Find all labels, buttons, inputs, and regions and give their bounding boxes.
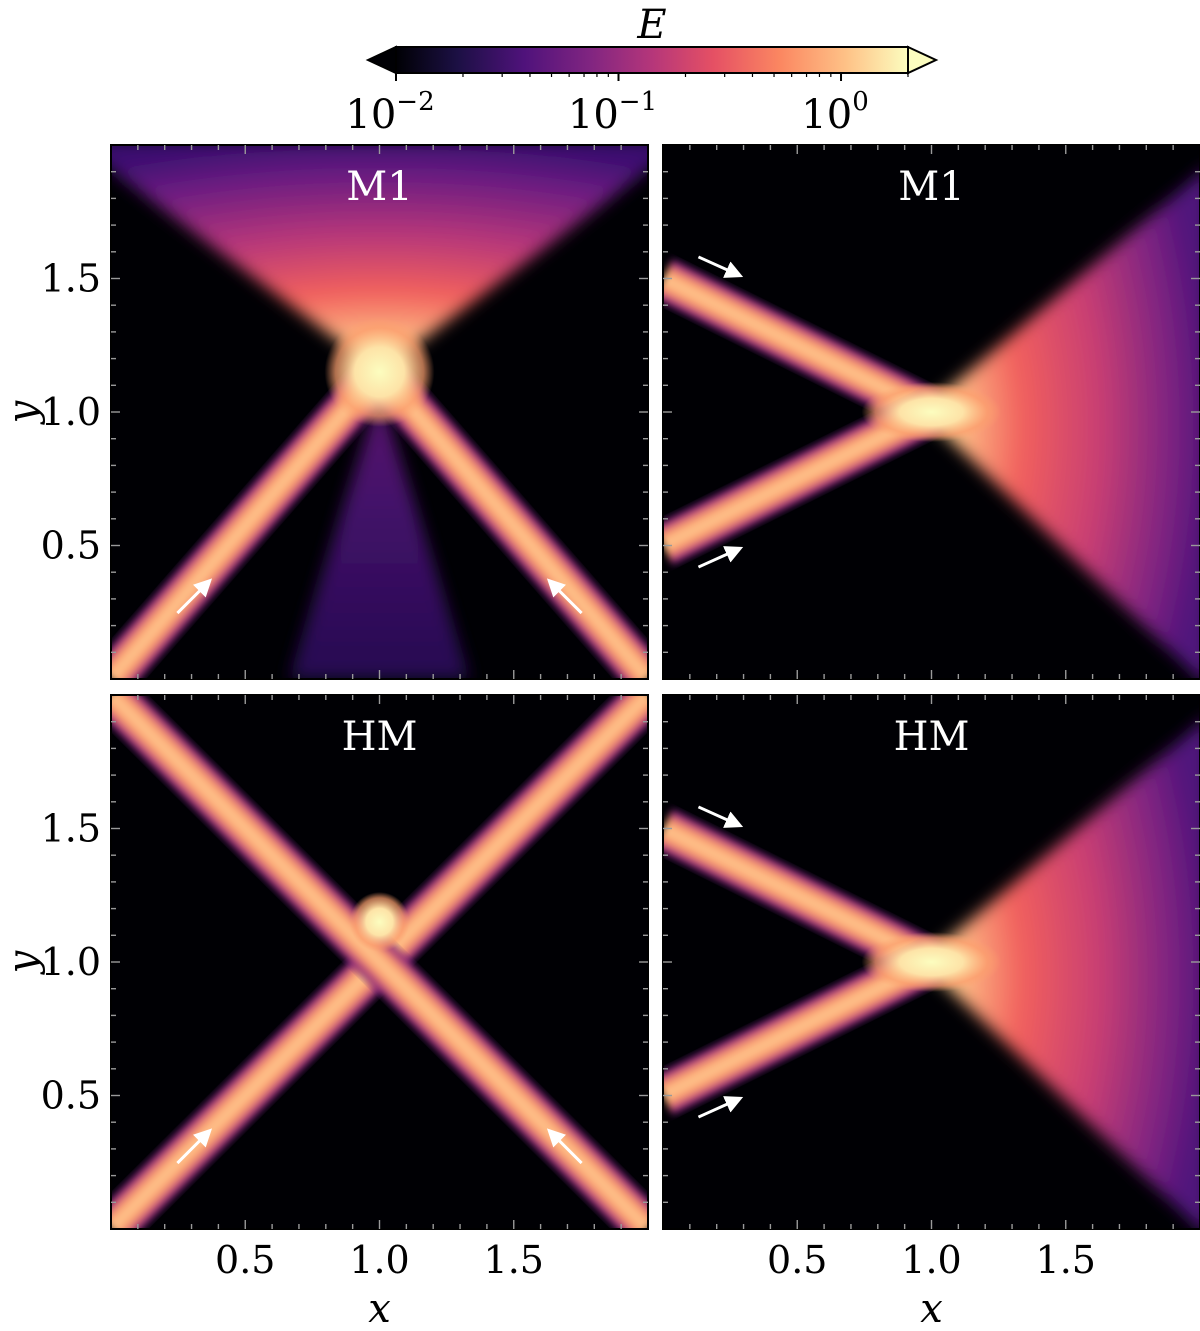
x-tick-label: 1.0	[349, 1238, 409, 1282]
panel-label: HM	[342, 714, 418, 760]
outflow-fan	[111, 145, 648, 372]
panel-3: HM	[662, 694, 1200, 1230]
panel-label: M1	[898, 164, 964, 210]
outflow-plume	[289, 391, 470, 679]
panels: M1 M1 HM HM	[110, 144, 1200, 1230]
x-tick-label: 0.5	[767, 1238, 827, 1282]
axes-labels: 0.5 1.0 1.5 x 0.5 1.0 1.5 x 1.5 1.0 0.5 y 1.5 1.0 0.5 y	[0, 257, 1096, 1331]
panel-ticks	[111, 145, 648, 679]
x-tick-label: 1.5	[484, 1238, 544, 1282]
colorbar-tick-label-2: 100	[801, 87, 868, 138]
colorbar-tick-label-0: 10−2	[345, 87, 434, 138]
hotspot	[349, 891, 410, 952]
colorbar: E 10−2 10−1 100	[345, 2, 939, 138]
y-tick-label: 1.5	[41, 257, 101, 301]
panel-label: HM	[894, 714, 970, 760]
panel-1: M1	[662, 144, 1200, 680]
x-tick-label: 0.5	[215, 1238, 275, 1282]
direction-arrow-0	[697, 805, 744, 828]
panel-label: M1	[346, 164, 412, 210]
beam-0	[663, 258, 944, 433]
colorbar-extend-high	[907, 45, 939, 75]
beam-1	[361, 355, 648, 679]
hotspot	[861, 382, 1002, 442]
y-axis-label: y	[0, 399, 46, 425]
x-axis-label: x	[368, 1286, 391, 1331]
direction-arrow-1	[546, 578, 583, 615]
x-axis-label: x	[920, 1286, 943, 1331]
x-tick-label: 1.5	[1036, 1238, 1096, 1282]
outflow-fan	[921, 723, 1200, 1229]
outflow-fan	[921, 173, 1200, 679]
y-axis-label: y	[0, 949, 46, 975]
y-tick-label: 1.5	[41, 807, 101, 851]
y-tick-label: 1.0	[41, 390, 101, 434]
colorbar-label: E	[636, 2, 666, 48]
direction-arrow-1	[697, 1096, 744, 1119]
beam-0	[111, 355, 398, 679]
panel-ticks	[663, 695, 1200, 1229]
direction-arrow-0	[176, 1128, 213, 1165]
panel-ticks	[111, 695, 648, 1229]
y-tick-label: 0.5	[41, 1074, 101, 1118]
beam-1	[663, 941, 944, 1116]
y-tick-label: 0.5	[41, 524, 101, 568]
beam-0	[663, 808, 944, 983]
direction-arrow-1	[546, 1128, 583, 1165]
beam-1	[111, 695, 648, 1229]
direction-arrow-1	[697, 546, 744, 569]
beam-1	[663, 391, 944, 566]
panel-2: HM	[110, 694, 649, 1230]
panel-0: M1	[110, 144, 649, 680]
hotspot	[324, 316, 435, 427]
colorbar-extend-low	[365, 45, 397, 75]
x-tick-label: 1.0	[901, 1238, 961, 1282]
colorbar-ticks: 10−2 10−1 100	[345, 73, 909, 138]
hotspot	[861, 932, 1002, 992]
y-tick-label: 1.0	[41, 940, 101, 984]
panel-ticks	[663, 145, 1200, 679]
colorbar-tick-label-1: 10−1	[568, 87, 657, 138]
direction-arrow-0	[176, 578, 213, 615]
direction-arrow-0	[697, 255, 744, 278]
colorbar-bar	[395, 46, 909, 74]
